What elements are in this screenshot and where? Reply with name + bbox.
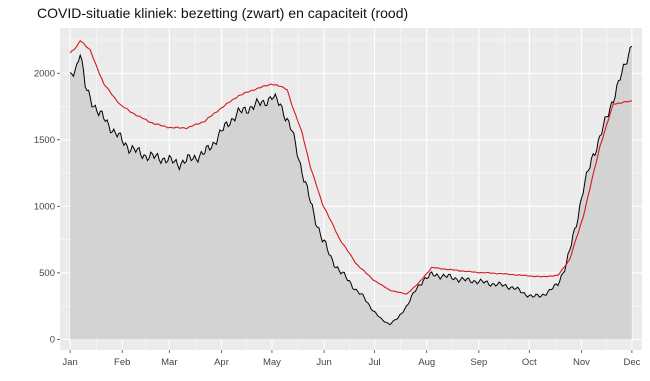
y-tick-label: 1500 [34, 135, 55, 146]
bezetting-line [69, 45, 633, 326]
x-tick-label: Aug [418, 357, 435, 368]
x-tick-label: Oct [522, 357, 537, 368]
x-tick-label: Sep [470, 357, 487, 368]
chart-title: COVID-situatie kliniek: bezetting (zwart… [37, 5, 409, 21]
bezetting-area [70, 46, 632, 340]
y-tick-label: 2000 [34, 69, 55, 80]
y-tick-label: 500 [39, 268, 55, 279]
x-tick-label: Jul [368, 357, 380, 368]
x-axis: Jan Feb Mar Apr May Jun Jul Aug Sep Oct Nov Dec [62, 350, 641, 368]
x-tick-label: May [263, 357, 281, 368]
x-tick-label: Jun [316, 357, 331, 368]
x-tick-label: Mar [161, 357, 177, 368]
x-tick-label: Apr [214, 357, 229, 368]
y-tick-label: 0 [50, 335, 55, 346]
capaciteit-line [69, 39, 632, 295]
x-tick-label: Feb [114, 357, 130, 368]
y-tick-label: 1000 [34, 202, 55, 213]
x-tick-label: Dec [623, 357, 640, 368]
x-tick-label: Nov [573, 357, 590, 368]
y-axis: 0 500 1000 1500 2000 [34, 69, 60, 346]
x-tick-label: Jan [62, 357, 77, 368]
